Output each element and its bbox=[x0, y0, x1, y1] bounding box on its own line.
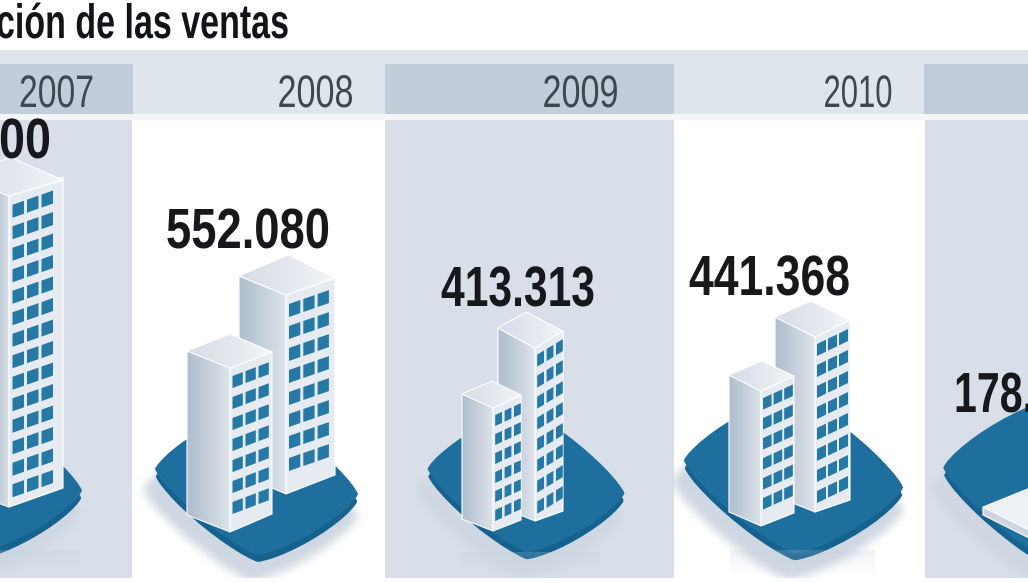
svg-text:2008: 2008 bbox=[278, 66, 354, 117]
svg-text:178.: 178. bbox=[954, 361, 1028, 425]
svg-text:ción de las ventas: ción de las ventas bbox=[0, 0, 289, 49]
svg-text:00: 00 bbox=[0, 107, 51, 171]
svg-text:2009: 2009 bbox=[543, 66, 619, 117]
svg-text:2007: 2007 bbox=[19, 66, 94, 117]
svg-text:552.080: 552.080 bbox=[166, 197, 330, 261]
svg-text:2010: 2010 bbox=[824, 66, 893, 117]
svg-text:441.368: 441.368 bbox=[689, 244, 850, 308]
svg-text:413.313: 413.313 bbox=[441, 255, 595, 319]
